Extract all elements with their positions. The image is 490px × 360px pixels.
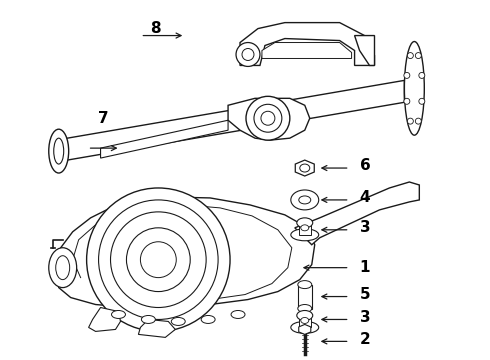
Ellipse shape [298, 305, 312, 312]
Text: 8: 8 [150, 21, 161, 36]
Ellipse shape [111, 212, 206, 307]
Ellipse shape [297, 218, 313, 228]
Ellipse shape [407, 53, 414, 59]
Ellipse shape [56, 256, 70, 280]
Ellipse shape [291, 229, 318, 241]
Polygon shape [228, 98, 310, 140]
Polygon shape [100, 120, 228, 158]
Ellipse shape [416, 53, 421, 59]
Text: 4: 4 [360, 190, 370, 206]
Text: 3: 3 [360, 220, 370, 235]
Ellipse shape [419, 98, 425, 104]
Bar [299, 315, 311, 328]
Bar [298, 285, 312, 309]
Polygon shape [262, 42, 352, 58]
Ellipse shape [404, 41, 424, 135]
Ellipse shape [297, 310, 313, 320]
Ellipse shape [298, 280, 312, 289]
Polygon shape [299, 324, 311, 334]
Text: 2: 2 [360, 332, 370, 347]
Ellipse shape [49, 129, 69, 173]
Bar [299, 224, 311, 235]
Polygon shape [138, 319, 175, 337]
Ellipse shape [246, 96, 290, 140]
Polygon shape [295, 160, 314, 176]
Ellipse shape [416, 118, 421, 124]
Ellipse shape [87, 188, 230, 332]
Ellipse shape [172, 318, 185, 325]
Polygon shape [355, 36, 374, 66]
Ellipse shape [142, 315, 155, 323]
Ellipse shape [98, 200, 218, 319]
Ellipse shape [126, 228, 190, 292]
Ellipse shape [404, 72, 410, 78]
Ellipse shape [407, 118, 414, 124]
Text: 1: 1 [360, 260, 370, 275]
Ellipse shape [301, 225, 309, 231]
Ellipse shape [236, 42, 260, 67]
Ellipse shape [300, 164, 310, 172]
Polygon shape [56, 197, 315, 307]
Text: 3: 3 [360, 310, 370, 325]
Text: 6: 6 [360, 158, 370, 172]
Ellipse shape [201, 315, 215, 323]
Ellipse shape [242, 49, 254, 60]
Text: 7: 7 [98, 111, 108, 126]
Ellipse shape [261, 111, 275, 125]
Ellipse shape [419, 72, 425, 78]
Polygon shape [240, 23, 374, 66]
Ellipse shape [291, 190, 318, 210]
Polygon shape [295, 182, 419, 245]
Text: 5: 5 [360, 287, 370, 302]
Ellipse shape [404, 98, 410, 104]
Ellipse shape [291, 321, 318, 333]
Ellipse shape [231, 310, 245, 319]
Polygon shape [89, 307, 121, 332]
Polygon shape [56, 80, 404, 162]
Ellipse shape [254, 104, 282, 132]
Ellipse shape [299, 196, 311, 204]
Ellipse shape [54, 138, 64, 164]
Ellipse shape [301, 318, 309, 323]
Ellipse shape [141, 242, 176, 278]
Ellipse shape [112, 310, 125, 319]
Ellipse shape [49, 248, 76, 288]
